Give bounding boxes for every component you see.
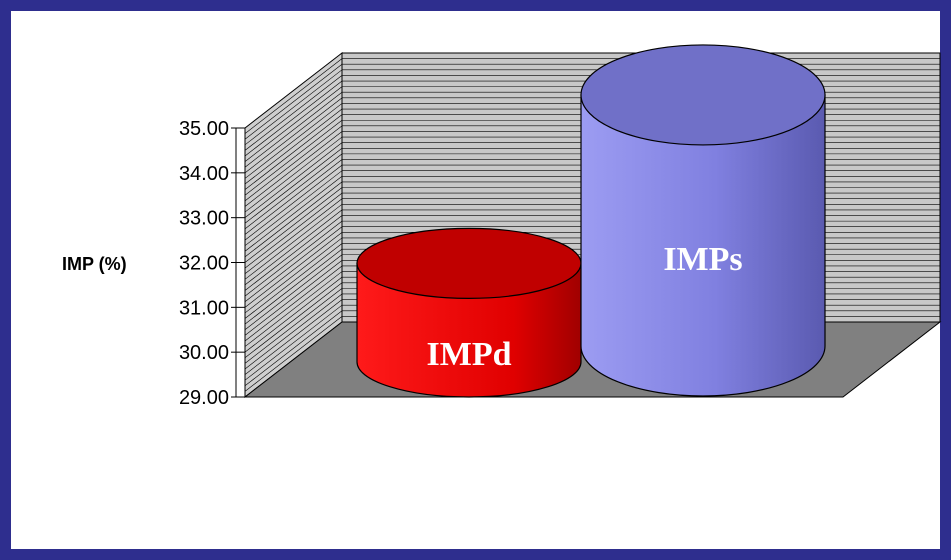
- side-gridline: [244, 271, 343, 347]
- side-gridline: [244, 204, 343, 280]
- side-gridline: [244, 198, 343, 274]
- y-tick-label: 34.00: [179, 163, 229, 185]
- side-gridline: [244, 103, 343, 179]
- side-gridline: [244, 114, 343, 190]
- side-gridline: [244, 75, 343, 151]
- side-gridline: [244, 181, 343, 258]
- side-gridline: [244, 91, 343, 168]
- side-gridline: [244, 304, 343, 381]
- side-gridline: [244, 243, 343, 319]
- side-gridline: [244, 164, 343, 241]
- bars: IMPd IMPs: [356, 44, 826, 398]
- cylinder-top: [580, 44, 826, 146]
- side-gridline: [244, 316, 343, 392]
- side-gridline: [244, 142, 343, 218]
- side-gridline: [244, 310, 343, 387]
- side-gridline: [244, 215, 343, 291]
- side-gridline: [244, 131, 343, 207]
- y-ticks: 29.00 30.00 31.00 32.00 33.00 34.00 35.00: [179, 118, 245, 409]
- side-gridline: [244, 170, 343, 246]
- side-gridline: [244, 260, 343, 336]
- side-gridline: [244, 153, 343, 230]
- cylinder-body: [580, 94, 826, 397]
- side-gridline: [244, 276, 343, 353]
- side-gridline: [244, 63, 343, 140]
- side-gridline: [244, 226, 343, 302]
- cylinder-top: [356, 227, 582, 299]
- side-gridline: [244, 254, 343, 330]
- side-gridline: [244, 108, 343, 185]
- y-axis-label: IMP (%): [62, 254, 127, 274]
- side-gridline: [244, 187, 343, 263]
- side-gridline: [244, 80, 343, 157]
- bar-label: IMPs: [663, 241, 742, 278]
- y-tick-label: 31.00: [179, 297, 229, 319]
- side-gridline: [244, 282, 343, 359]
- side-gridline: [244, 288, 343, 364]
- side-gridline: [244, 148, 343, 224]
- y-tick-label: 35.00: [179, 118, 229, 140]
- side-gridline: [244, 237, 343, 314]
- side-gridline: [244, 86, 343, 162]
- side-gridline: [244, 299, 343, 375]
- side-gridline: [244, 192, 343, 269]
- side-gridline: [244, 159, 343, 235]
- side-gridline: [244, 176, 343, 252]
- y-tick-label: 33.00: [179, 208, 229, 230]
- side-gridline: [244, 293, 343, 370]
- side-gridline: [244, 248, 343, 325]
- bar-imps: IMPs: [580, 44, 826, 397]
- bar-impd: IMPd: [356, 227, 582, 398]
- side-gridline: [244, 69, 343, 146]
- bar-label: IMPd: [427, 336, 512, 373]
- side-gridline: [244, 265, 343, 342]
- side-gridline: [244, 209, 343, 286]
- y-tick-label: 30.00: [179, 342, 229, 364]
- side-gridline: [244, 136, 343, 213]
- side-gridline: [244, 58, 343, 134]
- side-gridline: [244, 125, 343, 202]
- y-tick-label: 32.00: [179, 253, 229, 275]
- side-gridline: [244, 97, 343, 174]
- side-gridline: [244, 220, 343, 297]
- cylinder-body: [356, 262, 582, 398]
- y-tick-label: 29.00: [179, 387, 229, 409]
- side-gridline: [244, 232, 343, 308]
- side-gridline: [244, 120, 343, 196]
